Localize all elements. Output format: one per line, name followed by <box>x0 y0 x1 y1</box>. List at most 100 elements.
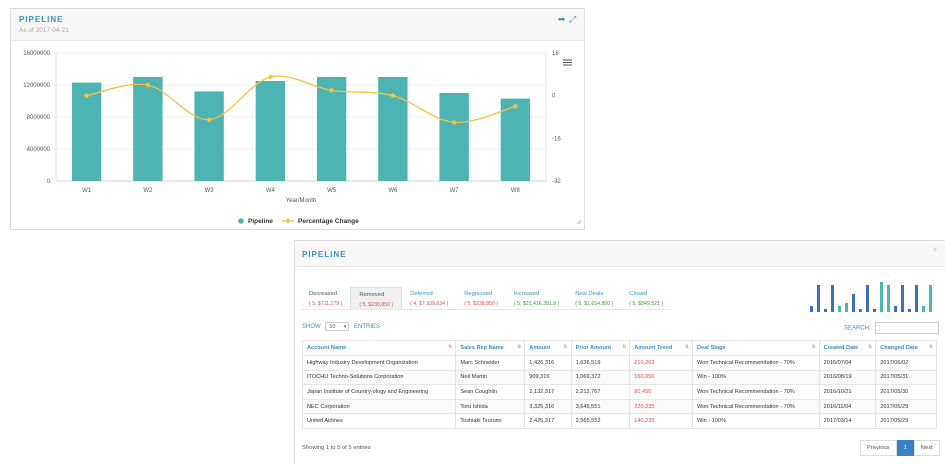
table-row[interactable]: ITOCHU Techno-Solutions Corporation Neil… <box>301 369 937 386</box>
column-header-account-name[interactable]: Account Name ⇅ <box>301 340 457 356</box>
tab-value: ( 5, $1,654,800 ) <box>575 300 614 307</box>
y2-axis-tick-label: -16 <box>552 136 561 142</box>
sort-icon: ⇅ <box>868 344 873 350</box>
tab-new-deals[interactable]: New Deals ( 5, $1,654,800 ) <box>567 287 621 309</box>
pipeline-chart: 16000000 12000000 8000000 4000000 0 16 0 -16 -32… <box>23 51 582 225</box>
tab-increased[interactable]: Increased ( 5, $21,416,391.9 ) <box>506 287 567 309</box>
tab-decreased[interactable]: Decreased ( 5, $711,179 ) <box>301 287 350 309</box>
sparkline-bar <box>845 303 848 312</box>
cell-deal-stage: Win - 100% <box>692 413 820 429</box>
sparkline-bar <box>859 309 862 312</box>
line-percentage-change <box>86 75 516 123</box>
sparkline-bar <box>908 309 911 312</box>
pipeline-table-panel: PIPELINE × Decreased ( 5, $711,179 ) Rem… <box>294 240 945 464</box>
resize-handle-icon <box>576 219 582 225</box>
close-icon[interactable]: × <box>932 247 937 254</box>
cell-amount: 909,316 <box>524 369 572 386</box>
x-axis-title: Year/Month <box>286 198 316 204</box>
y2-axis-tick-label: 16 <box>552 51 559 57</box>
y-axis-tick-label: 12000000 <box>23 83 50 89</box>
table-row[interactable]: NEC Corporation Toru Ishida 3,325,316 3,… <box>301 398 937 415</box>
table-header-row: Account Name ⇅ Sales Rep Name ⇅ Amount ⇅ Pr… <box>301 340 937 356</box>
point-percentage-change <box>513 104 518 109</box>
search-input[interactable] <box>875 322 940 334</box>
cell-amount-trend: 140,235 <box>629 413 694 429</box>
category-tabs: Decreased ( 5, $711,179 ) Removed ( 5, $… <box>301 287 672 310</box>
tab-deferred[interactable]: Deferred ( 4, $7,339,634 ) <box>402 287 456 309</box>
next-button[interactable]: Next <box>913 440 940 456</box>
cell-created-date: 2016/11/04 <box>818 398 877 415</box>
sort-icon: ⇅ <box>622 344 627 350</box>
sort-icon: ⇅ <box>928 344 933 350</box>
cell-created-date: 2016/07/04 <box>818 355 877 371</box>
bar-pipeline <box>500 98 531 181</box>
cell-prior-amount: 1,636,519 <box>570 355 631 371</box>
table-row[interactable]: Japan Institute of Country-ology and Eng… <box>301 384 937 400</box>
sparkline-bar <box>929 285 932 312</box>
tab-value: ( 5, $849,521 ) <box>629 300 664 307</box>
point-percentage-change <box>145 82 151 88</box>
column-header-amount[interactable]: Amount ⇅ <box>524 340 572 356</box>
column-header-label: Amount <box>529 345 551 351</box>
cell-sales-rep: Sean Coughlin <box>455 384 526 400</box>
table-panel-header: PIPELINE × <box>295 241 945 267</box>
column-header-sales-rep[interactable]: Sales Rep Name ⇅ <box>455 340 526 356</box>
cell-changed-date: 2017/05/29 <box>875 413 937 429</box>
bar-pipeline <box>316 77 347 181</box>
x-axis-tick-label: W6 <box>388 188 398 194</box>
y-axis-tick-label: 4000000 <box>27 147 51 153</box>
cell-sales-rep: Marc Schneider <box>455 355 526 371</box>
bar-pipeline <box>194 91 224 181</box>
cell-deal-stage: Won Technical Recommendation - 70% <box>692 398 820 415</box>
sparkline-bar <box>922 306 925 312</box>
table-row[interactable]: United Airlines Toshiaki Tsurumi 2,425,3… <box>301 413 937 429</box>
tab-label: Closed <box>629 291 648 297</box>
sparkline-bar <box>824 309 827 312</box>
column-header-amount-trend[interactable]: Amount Trend ⇅ <box>629 340 694 356</box>
tab-closed[interactable]: Closed ( 5, $849,521 ) <box>621 287 671 309</box>
cell-changed-date: 2017/06/02 <box>875 355 937 371</box>
x-axis-tick-label: W5 <box>327 188 337 194</box>
cell-sales-rep: Toshiaki Tsurumi <box>455 413 526 429</box>
previous-button[interactable]: Previous <box>860 440 897 456</box>
cell-prior-amount: 3,645,551 <box>570 398 631 415</box>
column-header-deal-stage[interactable]: Deal Stage ⇅ <box>692 340 820 356</box>
tab-value: ( 5, $21,416,391.9 ) <box>513 300 560 307</box>
bar-pipeline <box>71 82 102 181</box>
tab-regressed[interactable]: Regressed ( 5, $238,850 ) <box>456 287 506 309</box>
entries-select[interactable]: 10 <box>325 322 350 331</box>
column-header-changed-date[interactable]: Changed Date ⇅ <box>875 340 937 356</box>
sort-icon: ⇅ <box>563 344 568 350</box>
x-axis-tick-label: W2 <box>143 188 153 194</box>
table-row[interactable]: Highway Industry Development Organizatio… <box>301 355 937 371</box>
table-panel-title: PIPELINE <box>302 250 347 259</box>
fullscreen-icon[interactable]: ⤢ <box>569 14 577 24</box>
cell-created-date: 2016/08/19 <box>818 369 877 386</box>
column-header-label: Account Name <box>307 345 347 351</box>
tab-removed[interactable]: Removed ( 5, $238,850 ) <box>350 287 403 309</box>
y-axis-tick-label: 16000000 <box>23 51 50 57</box>
column-header-label: Amount Trend <box>634 345 673 351</box>
show-label: SHOW <box>302 324 321 331</box>
share-icon[interactable]: ➦ <box>558 14 566 24</box>
bar-pipeline <box>378 77 408 181</box>
sparkline-bar <box>817 285 820 312</box>
tab-sparkline <box>810 282 932 312</box>
tab-value: ( 5, $238,850 ) <box>464 300 498 307</box>
table-info: Showing 1 to 5 of 5 entries <box>302 445 371 451</box>
cell-account-name: Japan Institute of Country-ology and Eng… <box>301 384 457 400</box>
column-header-created-date[interactable]: Created Date ⇅ <box>818 340 877 356</box>
point-percentage-change <box>329 88 334 93</box>
point-percentage-change <box>451 120 457 125</box>
x-axis-tick-label: W3 <box>205 188 215 194</box>
x-axis-tick-label: W7 <box>450 188 460 194</box>
bar-pipeline <box>255 81 286 181</box>
x-axis-tick-label: W8 <box>511 188 521 194</box>
cell-account-name: NEC Corporation <box>301 398 457 415</box>
y2-axis-tick-label: 0 <box>552 94 556 100</box>
search-control: SEARCH: <box>844 322 940 334</box>
tab-label: Regressed <box>464 291 493 297</box>
column-header-prior-amount[interactable]: Prior Amount ⇅ <box>570 340 631 356</box>
page-1-button[interactable]: 1 <box>896 440 914 456</box>
chart-panel-header: PIPELINE As of 2017-04-21 ➦ ⤢ <box>11 9 584 41</box>
